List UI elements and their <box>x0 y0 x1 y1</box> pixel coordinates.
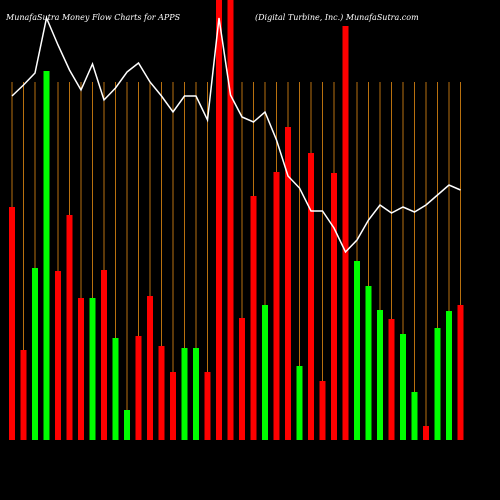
bar <box>66 215 73 440</box>
bar <box>55 271 61 440</box>
bar <box>331 173 337 440</box>
bar <box>457 305 464 440</box>
bar <box>262 305 268 440</box>
bar <box>135 336 142 440</box>
bar <box>411 392 418 440</box>
bar <box>204 372 211 440</box>
bar <box>9 207 15 440</box>
bar <box>388 319 395 440</box>
bar <box>89 298 96 440</box>
bar <box>239 318 245 440</box>
chart-subtitle: (Digital Turbine, Inc.) MunafaSutra.com <box>255 13 419 22</box>
bar <box>342 26 349 440</box>
bar <box>101 270 107 440</box>
bar <box>112 338 119 440</box>
bar <box>78 298 84 440</box>
bar <box>273 172 280 440</box>
bar <box>250 196 257 440</box>
bar <box>20 350 27 440</box>
bar <box>308 153 314 440</box>
bar <box>170 372 176 440</box>
bar <box>423 426 429 440</box>
bar <box>319 381 326 440</box>
bar <box>365 286 372 440</box>
bar <box>446 311 452 440</box>
bar <box>354 261 360 440</box>
bar <box>124 410 130 440</box>
bar <box>296 366 303 440</box>
bar <box>181 348 188 440</box>
bar <box>193 348 199 440</box>
bar <box>158 346 165 440</box>
chart-title: MunafaSutra Money Flow Charts for APPS <box>5 13 181 22</box>
bar <box>400 334 406 440</box>
bar <box>32 268 38 440</box>
bar <box>216 0 222 440</box>
money-flow-line <box>11 15 461 254</box>
bar <box>147 296 153 440</box>
bar <box>227 0 234 440</box>
bar <box>43 71 50 440</box>
bar <box>377 310 383 440</box>
bar <box>285 127 291 440</box>
bar <box>434 328 441 440</box>
